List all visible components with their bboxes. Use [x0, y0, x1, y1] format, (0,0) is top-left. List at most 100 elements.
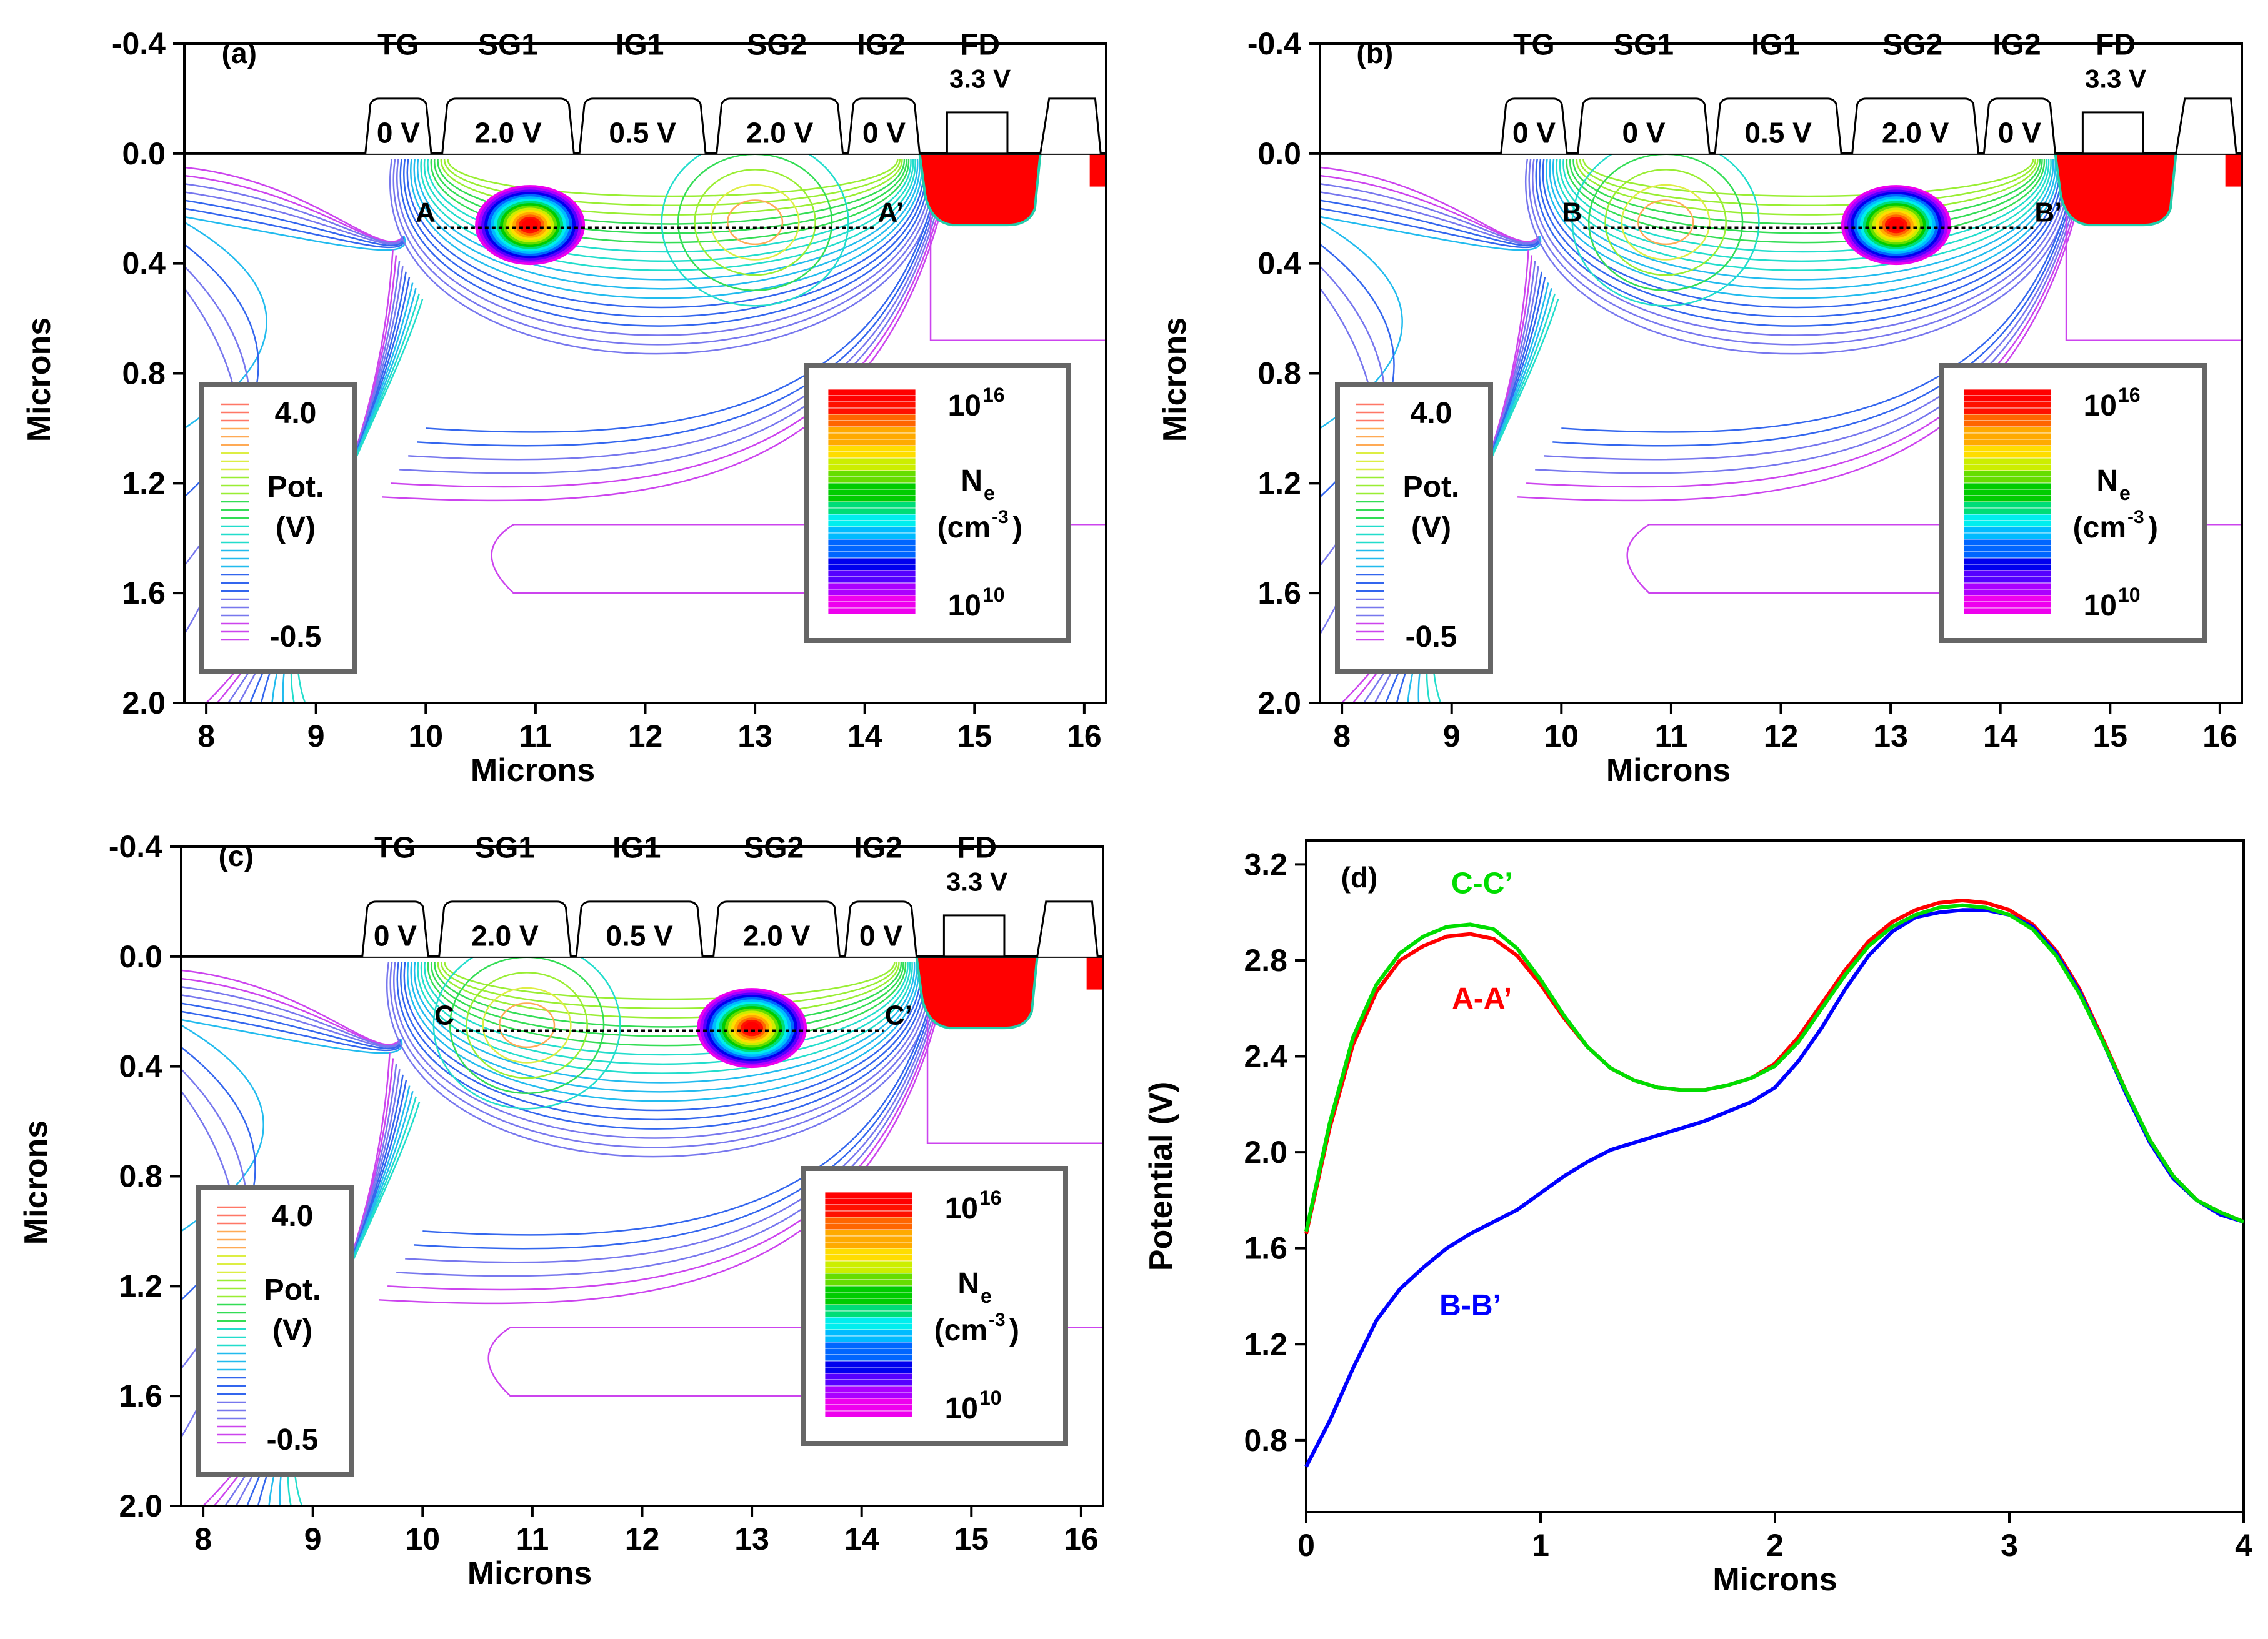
contour-line [447, 159, 899, 197]
x-axis-label: Microns [467, 1555, 592, 1592]
density-legend: 10 16N e(cm -3)10 10 [1939, 363, 2207, 643]
legend-color-band [827, 539, 916, 546]
contour-line [181, 994, 402, 1048]
legend-color-band [824, 1235, 913, 1243]
contour-line [410, 159, 923, 299]
contour-line [466, 972, 588, 1079]
contour-line [434, 962, 902, 1028]
contour-panel-c: C C’ 0 V 2.0 V 0.5 V 2.0 V 0 V 3.3 V TG SG1 IG1 SG2… [18, 829, 1104, 1592]
contour-line [406, 159, 925, 309]
gate-electrode [844, 900, 917, 957]
legend-color-band [824, 1267, 913, 1274]
contour-line [396, 159, 932, 336]
gate-name: FD [957, 832, 997, 865]
legend-color-band [824, 1204, 913, 1212]
contour-panel-b: B B’ 0 V 0 V 0.5 V 2.0 V 0 V 3.3 V TG SG1 IG1 SG2 IG… [1157, 26, 2243, 789]
line-chart-panel-d: 0 1 2 3 4 0.8 1.2 1.6 2.0 2.4 2.8 3.2 Microns Potenti… [1143, 839, 2252, 1598]
contour-line [1572, 159, 2041, 225]
gate-voltage: 0 V [374, 919, 417, 952]
contour-line [444, 962, 896, 1000]
contour-line [181, 1019, 403, 1054]
y-tick-label: 2.0 [122, 685, 166, 720]
legend-color-band [1963, 532, 2052, 540]
legend-color-band [824, 1285, 913, 1293]
x-tick-label: 12 [628, 719, 663, 754]
gate-electrode [364, 97, 432, 154]
right-gate [1036, 900, 1099, 957]
contour-line [1535, 208, 2074, 474]
contour-line [449, 956, 605, 1094]
contour-line [1579, 159, 2037, 206]
x-tick-label: 14 [847, 719, 882, 754]
legend-color-band [1963, 607, 2052, 615]
legend-color-band [824, 1335, 913, 1343]
legend-color-band [827, 564, 916, 571]
legend-color-band [1963, 420, 2052, 427]
contour-line [498, 1002, 556, 1049]
contour-line [1544, 208, 2072, 461]
contour-line [1552, 208, 2069, 447]
gate-voltage: 2.0 V [743, 919, 811, 952]
legend-color-band [827, 601, 916, 609]
charge-packet-band [744, 1022, 761, 1034]
gate-name: SG2 [1882, 29, 1942, 62]
legend-color-band [824, 1317, 913, 1324]
x-tick-label: 9 [1443, 719, 1461, 754]
legend-color-band [1963, 576, 2052, 584]
legend-color-band [1963, 482, 2052, 490]
y-tick-label: 0.4 [1257, 246, 1301, 281]
fd-contact [942, 914, 1006, 958]
legend-color-band [827, 489, 916, 496]
x-tick-label: 0 [1297, 1528, 1315, 1563]
legend-color-band [1963, 401, 2052, 409]
gate-voltage: 0.5 V [1744, 116, 1812, 149]
gate-voltage: 0 V [862, 116, 906, 149]
contour-line [184, 216, 406, 251]
cut-label-start: B [1562, 197, 1582, 228]
x-tick-label: 15 [2092, 719, 2127, 754]
gate-name: SG2 [744, 832, 804, 865]
right-diffusion [1089, 153, 1106, 187]
contour-line [181, 985, 402, 1047]
contour-line [432, 956, 621, 1110]
gate-electrode [712, 900, 841, 957]
contour-line [926, 1011, 1103, 1144]
contour-line [1320, 199, 1541, 247]
legend-top-base: 10 [948, 389, 981, 422]
contour-line [1517, 208, 2078, 502]
cut-label-end: C’ [885, 1000, 912, 1031]
gate-voltage: 2.0 V [1882, 116, 1949, 149]
gate-name: FD [2096, 29, 2136, 62]
contour-line [1566, 159, 2046, 244]
y-axis-label: Microns [21, 317, 57, 442]
fd-diffusion [2054, 153, 2177, 227]
contour-line [392, 159, 934, 346]
contour-line [400, 962, 924, 1121]
legend-color-band [827, 495, 916, 502]
legend-color-band [1963, 432, 2052, 440]
legend-color-band [824, 1223, 913, 1230]
contour-line [726, 199, 784, 246]
contour-line [1587, 153, 1744, 291]
legend-color-band [1963, 470, 2052, 477]
legend-color-band [827, 514, 916, 521]
legend-color-band [827, 595, 916, 602]
legend-top-value: 4.0 [272, 1200, 314, 1233]
legend-top-base: 10 [945, 1192, 978, 1225]
legend-color-band [1963, 582, 2052, 590]
contour-line [487, 1327, 1103, 1397]
legend-color-band [824, 1398, 913, 1405]
legend-unit-open: (cm [2073, 511, 2126, 544]
contour-line [1637, 199, 1694, 246]
contour-line [1546, 159, 2059, 299]
contours [181, 956, 1103, 1507]
legend-color-band [824, 1260, 913, 1268]
contour-line [1539, 159, 2063, 318]
fd-diffusion [915, 956, 1039, 1030]
contour-line [414, 962, 916, 1084]
legend-color-band [827, 570, 916, 577]
legend-bottom-base: 10 [945, 1392, 978, 1425]
legend-color-band [824, 1254, 913, 1262]
x-tick-label: 8 [197, 719, 215, 754]
legend-color-band [827, 451, 916, 459]
